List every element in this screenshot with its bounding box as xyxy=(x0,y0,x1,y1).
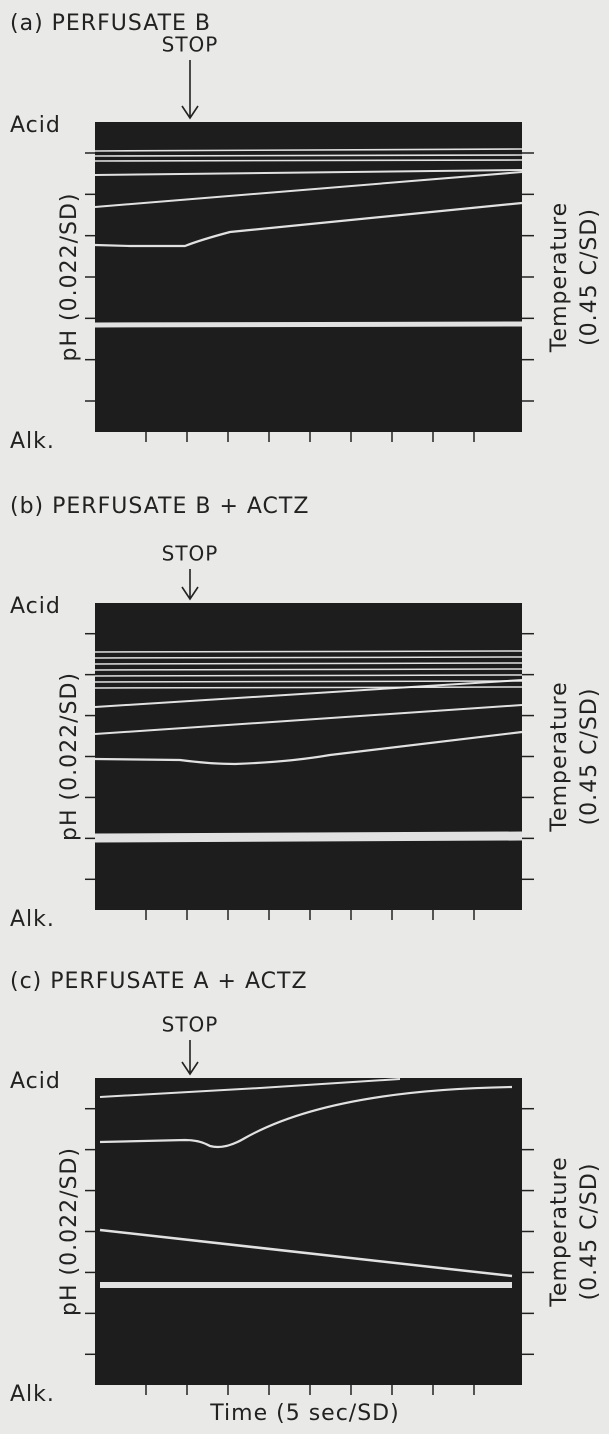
acid-label: Acid xyxy=(10,1069,61,1094)
oscilloscope-screen xyxy=(95,1078,522,1385)
trace xyxy=(99,1085,513,1149)
stop-arrow xyxy=(181,569,199,601)
oscilloscope-screen xyxy=(95,122,522,432)
right-axis-label: (0.45 C/SD) xyxy=(577,688,602,826)
stop-marker: STOP xyxy=(162,542,219,566)
trace xyxy=(94,680,523,683)
trace xyxy=(94,686,523,689)
trace xyxy=(94,154,523,157)
left-axis-label: pH (0.022/SD) xyxy=(57,1147,82,1316)
trace xyxy=(94,668,523,671)
right-axis-label: Temperature xyxy=(547,202,572,353)
oscilloscope-screen xyxy=(95,603,522,910)
trace xyxy=(94,148,523,152)
trace xyxy=(94,730,523,766)
acid-label: Acid xyxy=(10,113,61,138)
trace xyxy=(94,662,523,665)
trace xyxy=(94,171,523,208)
panel-title: (c) PERFUSATE A + ACTZ xyxy=(10,969,308,994)
trace xyxy=(99,1228,513,1278)
alk-label: Alk. xyxy=(10,907,55,932)
trace xyxy=(94,169,523,176)
trace xyxy=(94,656,523,659)
panel-title: (b) PERFUSATE B + ACTZ xyxy=(10,494,309,519)
trace xyxy=(94,321,523,328)
alk-label: Alk. xyxy=(10,429,55,454)
stop-marker: STOP xyxy=(162,1013,219,1037)
right-axis-label: (0.45 C/SD) xyxy=(577,1163,602,1301)
right-axis-label: Temperature xyxy=(547,1156,572,1307)
acid-label: Acid xyxy=(10,594,61,619)
stop-marker: STOP xyxy=(162,33,219,57)
x-axis-label: Time (5 sec/SD) xyxy=(209,1401,399,1426)
trace xyxy=(94,831,523,843)
trace xyxy=(94,679,523,708)
trace xyxy=(94,674,523,677)
right-axis-label: Temperature xyxy=(547,681,572,832)
trace xyxy=(94,704,523,735)
trace xyxy=(94,201,523,248)
left-axis-label: pH (0.022/SD) xyxy=(57,672,82,841)
alk-label: Alk. xyxy=(10,1382,55,1407)
stop-arrow xyxy=(181,60,199,120)
right-axis-label: (0.45 C/SD) xyxy=(577,208,602,346)
trace xyxy=(99,1078,401,1098)
left-axis-label: pH (0.022/SD) xyxy=(57,193,82,362)
trace xyxy=(94,650,523,653)
stop-arrow xyxy=(181,1040,199,1076)
panel-title: (a) PERFUSATE B xyxy=(10,11,211,36)
trace xyxy=(94,159,523,162)
